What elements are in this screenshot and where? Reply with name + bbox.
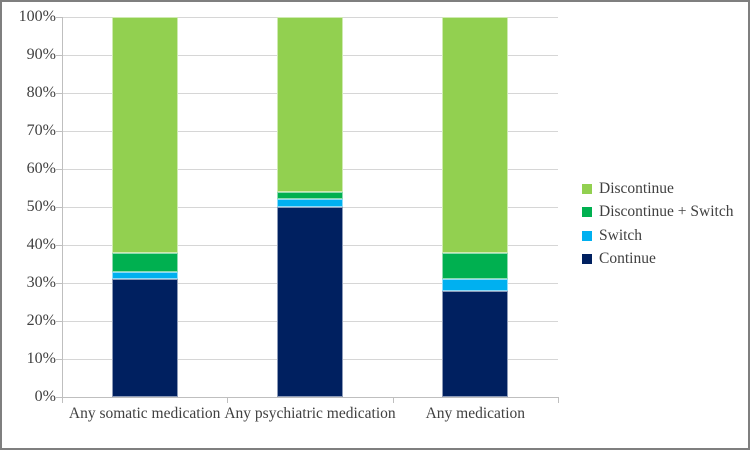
y-axis-tick	[56, 92, 62, 94]
y-axis-tick-label: 70%	[26, 122, 56, 139]
y-axis-tick	[56, 282, 62, 284]
bar-segment-discontinue	[111, 17, 178, 253]
legend-color-swatch	[582, 207, 592, 218]
legend-label: Continue	[599, 250, 656, 268]
y-axis-tick	[56, 206, 62, 208]
y-axis-tick	[56, 168, 62, 170]
y-axis-tick	[56, 320, 62, 322]
x-axis-category-label: Any medication	[425, 405, 526, 422]
legend-label: Discontinue	[599, 179, 674, 197]
bar-segment-continue	[277, 207, 343, 397]
legend: Discontinue Discontinue + Switch Switch Con…	[582, 177, 733, 271]
bar-segment-continue	[442, 290, 509, 397]
legend-color-swatch	[582, 183, 592, 194]
y-axis-tick-label: 0%	[34, 388, 56, 405]
y-axis-tick-label: 20%	[26, 312, 56, 329]
x-axis-line	[62, 397, 558, 398]
bar-segment-switch	[442, 279, 509, 291]
bar-segment-switch	[277, 199, 343, 207]
x-axis-category-label: Any psychiatric medication	[224, 405, 396, 422]
y-axis-tick	[56, 396, 62, 398]
bar-segment-continue	[111, 279, 178, 397]
y-axis-tick-label: 90%	[26, 46, 56, 63]
legend-item-discontinue: Discontinue	[582, 177, 733, 201]
x-axis-tick	[62, 397, 63, 403]
y-axis-tick-label: 30%	[26, 274, 56, 291]
y-axis-tick-label: 40%	[26, 236, 56, 253]
legend-color-swatch	[582, 230, 592, 241]
y-axis-tick	[56, 130, 62, 132]
x-axis-category-label: Any somatic medication	[68, 405, 221, 422]
y-axis-tick-label: 80%	[26, 84, 56, 101]
legend-item-continue: Continue	[582, 248, 733, 272]
y-axis-tick-label: 50%	[26, 198, 56, 215]
legend-label: Discontinue + Switch	[599, 203, 734, 221]
bar-segment-discontinue	[442, 17, 509, 253]
legend-color-swatch	[582, 254, 592, 265]
y-axis-tick	[56, 244, 62, 246]
legend-item-switch: Switch	[582, 224, 733, 248]
bar-segment-discontinue-switch	[277, 191, 343, 200]
bar-segment-switch	[111, 271, 178, 280]
x-axis-tick	[227, 397, 229, 403]
bar-segment-discontinue	[277, 17, 343, 192]
x-axis-tick	[392, 397, 394, 403]
y-axis-tick-label: 10%	[26, 350, 56, 367]
y-axis-tick	[56, 358, 62, 360]
bar-segment-discontinue-switch	[442, 252, 509, 280]
y-axis-tick-label: 100%	[18, 8, 56, 25]
y-axis-tick	[56, 16, 62, 18]
bar-segment-discontinue-switch	[111, 252, 178, 272]
legend-label: Switch	[599, 226, 643, 244]
y-axis-line	[62, 17, 63, 403]
y-axis-tick-label: 60%	[26, 160, 56, 177]
y-axis-tick	[56, 54, 62, 56]
legend-item-discontinue-switch: Discontinue + Switch	[582, 201, 733, 225]
x-axis-tick	[558, 397, 559, 403]
